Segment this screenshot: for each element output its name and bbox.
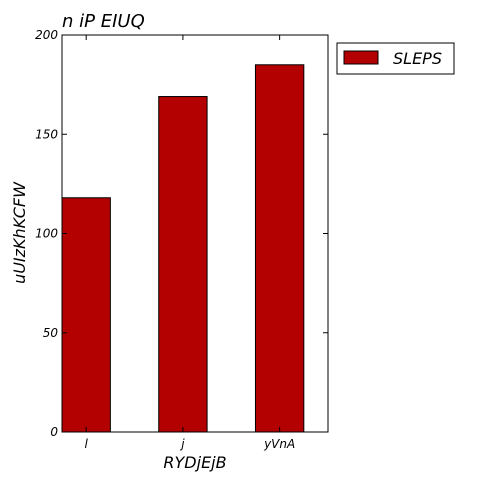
bar-l (62, 198, 110, 432)
y-tick-label: 200 (35, 28, 58, 42)
legend-swatch-sleps (344, 51, 378, 64)
legend-label-sleps: SLEPS (393, 49, 442, 68)
bar-yvna (255, 65, 303, 432)
y-axis-label: uUIzKhKCFW (10, 181, 29, 284)
x-tick-label: yVnA (263, 437, 295, 451)
y-tick-label: 50 (43, 326, 59, 340)
bars-group (62, 65, 304, 432)
x-tick-label: j (179, 437, 185, 451)
x-axis-label: RYDjEjB (163, 453, 226, 472)
y-tick-label: 150 (35, 127, 58, 141)
chart-title: n iP EIUQ (62, 11, 145, 32)
x-tick-label: l (85, 437, 89, 451)
bar-j (159, 97, 207, 432)
legend: SLEPS (337, 43, 454, 74)
y-tick-label: 100 (35, 227, 58, 241)
y-tick-label: 0 (50, 425, 58, 439)
